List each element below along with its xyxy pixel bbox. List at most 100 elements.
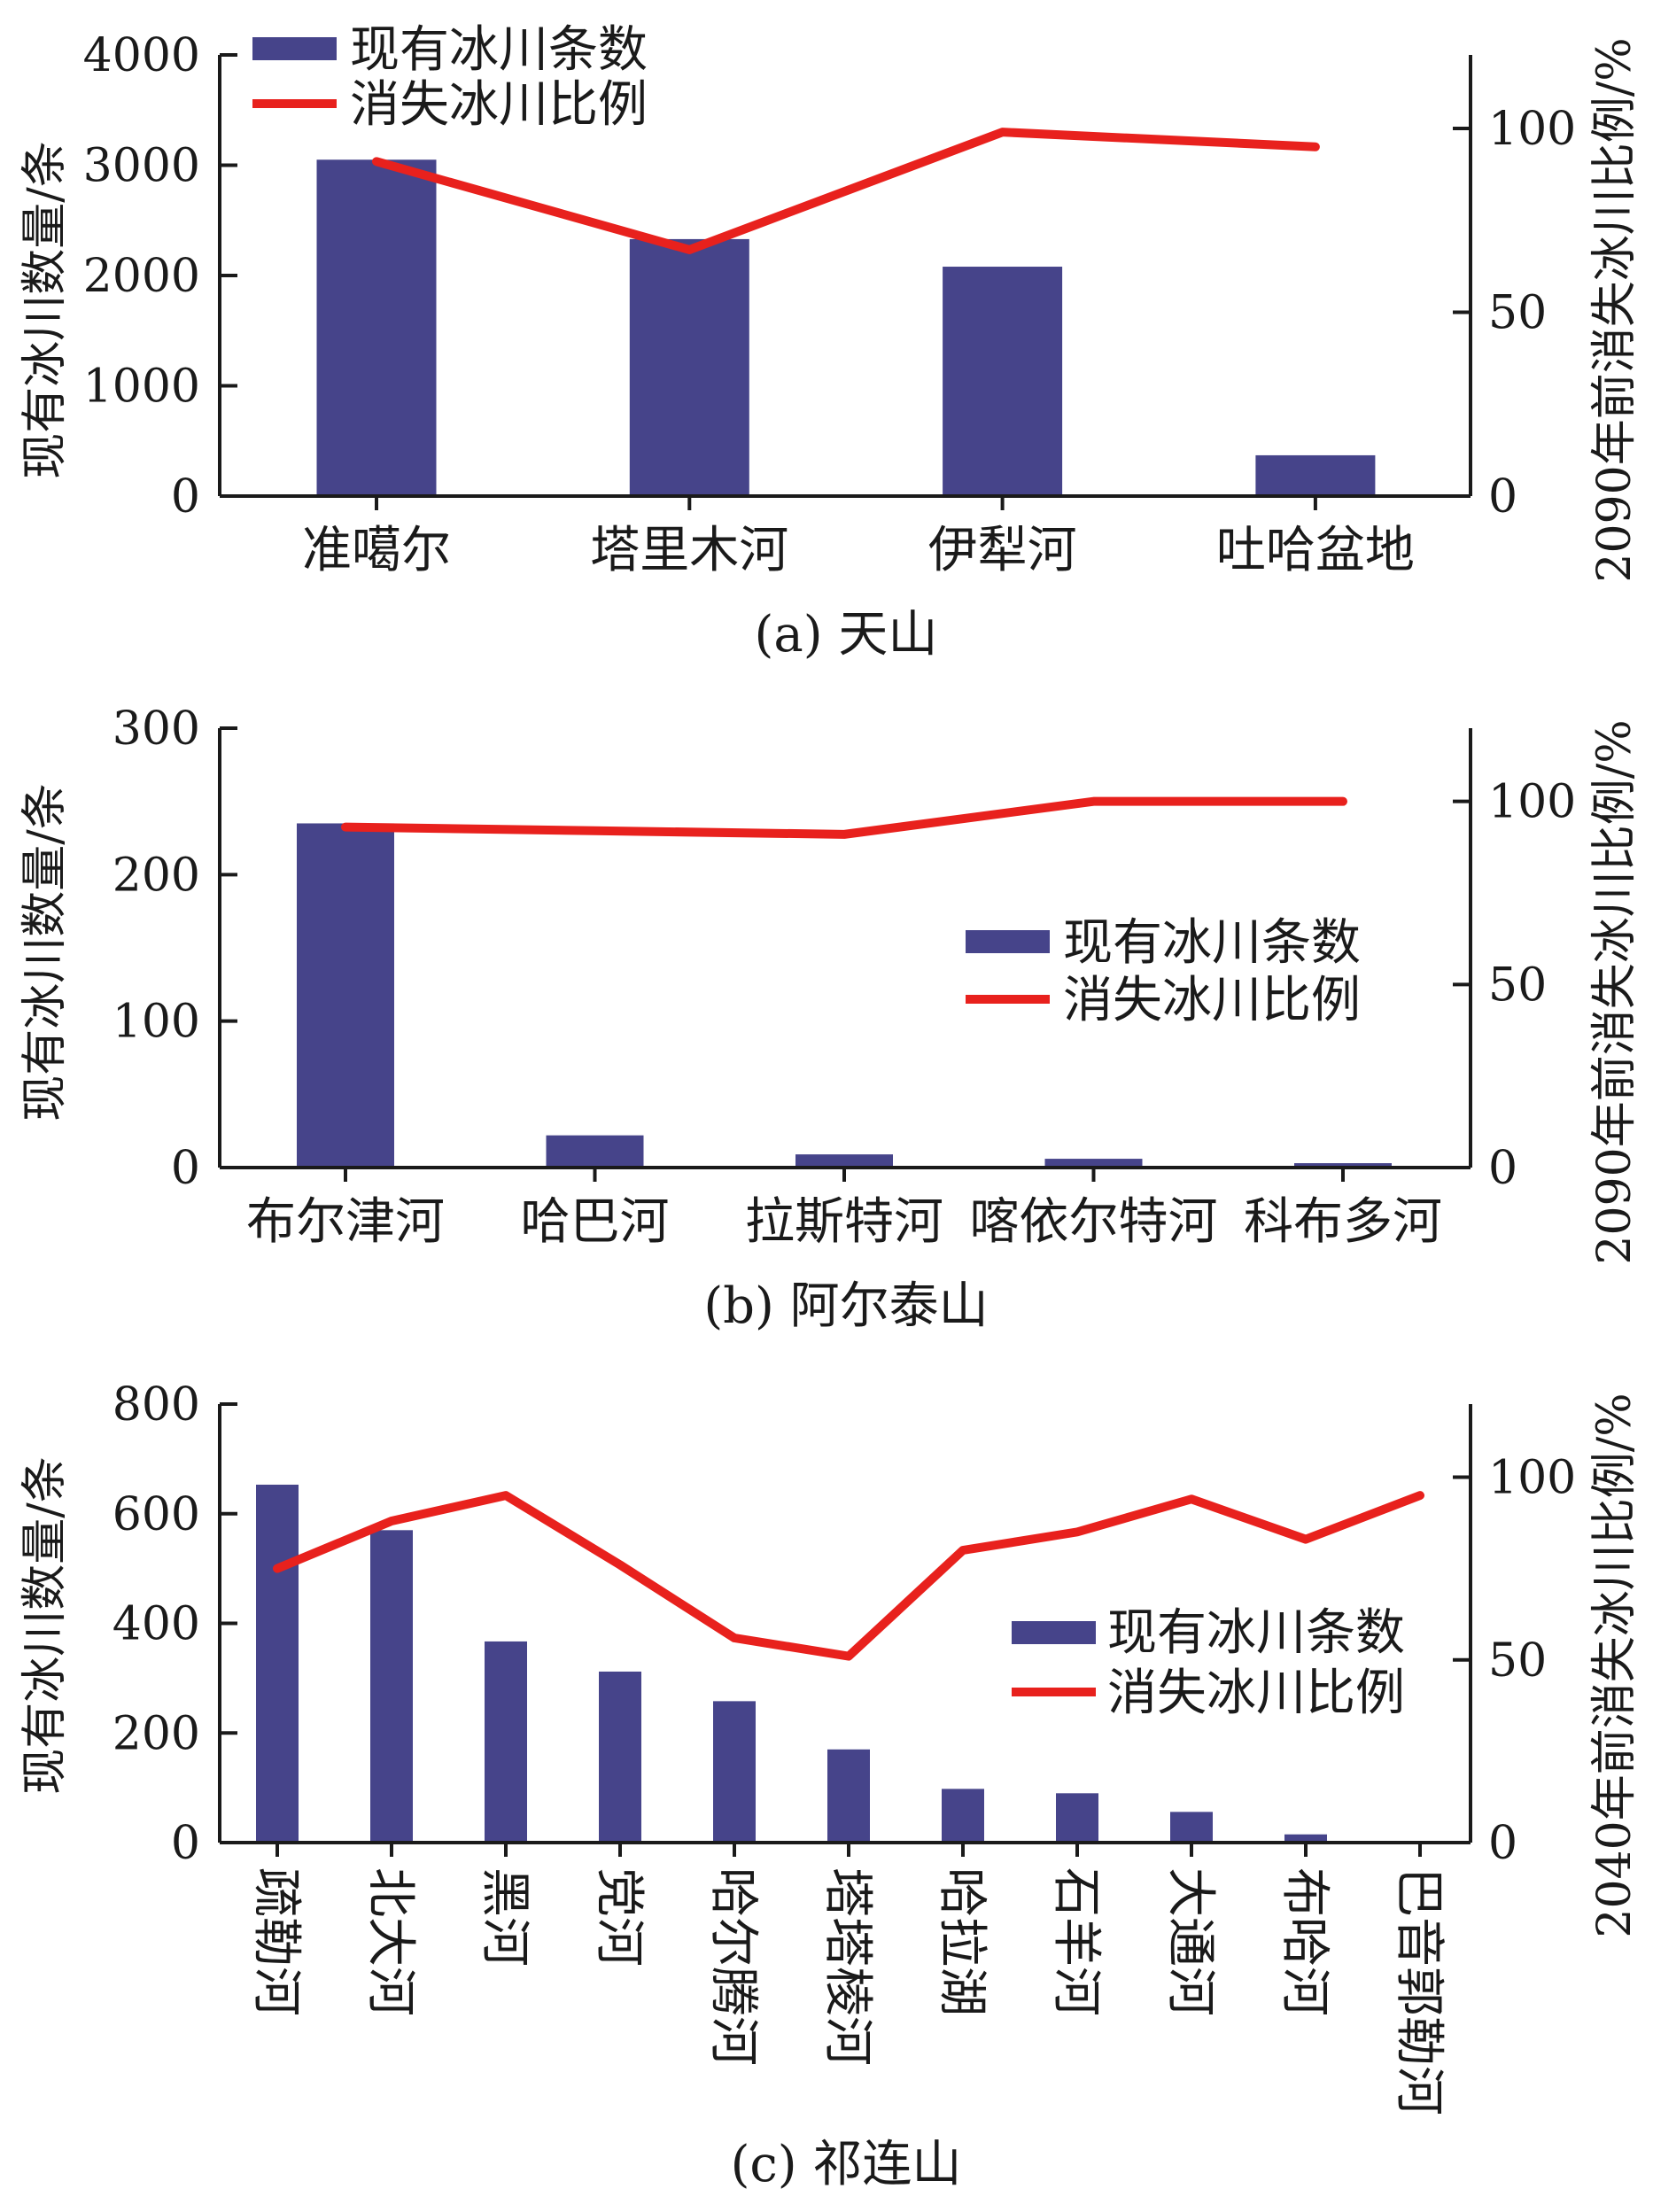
right-ticks-c: 0 50 100 [1453, 1452, 1576, 1870]
category-label: 准噶尔 [302, 522, 451, 579]
line-points-c [276, 1494, 1421, 1657]
right-tick-label: 100 [1488, 103, 1576, 156]
cat-labels-a: 准噶尔 塔里木河 伊犁河 吐哈盆地 [302, 496, 1415, 579]
line-point [848, 1655, 850, 1657]
bar [485, 1641, 527, 1843]
bar [629, 238, 749, 496]
legend-bar-swatch-a [252, 37, 337, 60]
left-tick-label: 0 [171, 470, 200, 524]
left-tick-label: 600 [113, 1488, 200, 1541]
series-line-b [341, 796, 1347, 839]
line-point [1305, 1538, 1307, 1541]
y-label-right-c: 2040年前消失冰川比例/% [1588, 1393, 1641, 1937]
category-label: 巴音郭勒河 [1390, 1867, 1447, 2115]
left-ticks-b: 0 100 200 300 [113, 702, 237, 1195]
line-points-a [376, 131, 1316, 251]
right-tick-label: 100 [1488, 1452, 1576, 1505]
line-point [688, 248, 691, 251]
line-point [1342, 800, 1344, 803]
line-point [1001, 131, 1004, 134]
bars-a [316, 159, 1376, 496]
legend-bar-label-a: 现有冰川条数 [350, 21, 648, 79]
legend-bar-label-c: 现有冰川条数 [1107, 1604, 1405, 1662]
category-label: 伊犁河 [928, 522, 1077, 579]
line-point [1092, 800, 1095, 803]
right-ticks-a: 0 50 100 [1453, 103, 1576, 524]
legend-b: 现有冰川条数 消失冰川比例 [966, 914, 1361, 1029]
category-label: 哈尔腾河 [704, 1867, 762, 2066]
line-point [1076, 1531, 1078, 1533]
left-tick-label: 0 [171, 1142, 200, 1195]
line-point [1191, 1498, 1192, 1501]
bar [1284, 1834, 1327, 1843]
line-point [391, 1520, 392, 1522]
bar [795, 1154, 893, 1168]
y-label-left-b: 现有冰川数量/条 [19, 783, 72, 1122]
right-tick-label: 100 [1488, 776, 1576, 829]
bars-b [297, 823, 1392, 1168]
category-label: 布尔津河 [246, 1193, 445, 1251]
caption-c: (c) 祁连山 [731, 2136, 962, 2193]
legend-line-label-a: 消失冰川比例 [350, 76, 648, 134]
category-label: 哈拉湖 [933, 1867, 990, 2016]
bar [546, 1135, 644, 1168]
legend-bar-label-b: 现有冰川条数 [1063, 914, 1361, 972]
y-label-right-b: 2090年前消失冰川比例/% [1588, 719, 1641, 1264]
category-label: 塔塔棱河 [819, 1867, 876, 2066]
left-ticks-a: 0 1000 2000 3000 4000 [83, 29, 237, 524]
bar [256, 1484, 299, 1843]
left-tick-label: 800 [113, 1378, 200, 1432]
left-ticks-c: 0 200 400 600 800 [113, 1378, 237, 1870]
chart-panel-c: 疏勒河 北大河 黑河 党河 哈尔腾河 塔塔棱河 哈拉湖 石羊河 大通河 布哈河 巴音郭勒河 0 200… [19, 1378, 1641, 2193]
line-point [1314, 145, 1316, 148]
line-point [505, 1494, 507, 1497]
bar [297, 823, 394, 1168]
category-label: 布哈河 [1276, 1867, 1333, 2016]
left-tick-label: 100 [113, 996, 200, 1049]
bars-c [256, 1484, 1327, 1843]
y-label-right-a: 2090年前消失冰川比例/% [1588, 37, 1641, 582]
line-points-b [345, 800, 1344, 835]
bar [370, 1530, 413, 1843]
category-label: 北大河 [361, 1867, 419, 2016]
legend-bar-swatch-c [1012, 1621, 1096, 1644]
line-point [1419, 1494, 1421, 1497]
series-line-a [372, 128, 1320, 254]
legend-c: 现有冰川条数 消失冰川比例 [1012, 1604, 1405, 1722]
category-label: 黑河 [476, 1867, 533, 1967]
caption-a: (a) 天山 [755, 606, 938, 664]
legend-line-label-c: 消失冰川比例 [1107, 1665, 1405, 1722]
line-point [843, 833, 845, 835]
category-label: 科布多河 [1244, 1193, 1442, 1251]
left-tick-label: 300 [113, 702, 200, 756]
cat-labels-c: 疏勒河 北大河 黑河 党河 哈尔腾河 塔塔棱河 哈拉湖 石羊河 大通河 布哈河 巴音郭勒河 [247, 1843, 1447, 2115]
right-tick-label: 50 [1488, 1634, 1547, 1688]
right-tick-label: 0 [1488, 1817, 1517, 1870]
left-tick-label: 1000 [83, 361, 200, 414]
category-label: 塔里木河 [590, 522, 788, 579]
y-label-left-a: 现有冰川数量/条 [19, 141, 72, 479]
bar [713, 1701, 756, 1843]
bar [316, 159, 437, 496]
right-tick-label: 50 [1488, 959, 1547, 1012]
right-tick-label: 50 [1488, 287, 1547, 340]
right-tick-label: 0 [1488, 1142, 1517, 1195]
left-tick-label: 3000 [83, 140, 200, 193]
line-point [733, 1637, 735, 1639]
category-label: 拉斯特河 [745, 1193, 943, 1251]
category-label: 喀依尔特河 [970, 1193, 1218, 1251]
cat-labels-b: 布尔津河 哈巴河 拉斯特河 喀依尔特河 科布多河 [246, 1168, 1442, 1251]
category-label: 党河 [590, 1867, 648, 1967]
legend-line-label-b: 消失冰川比例 [1063, 972, 1361, 1029]
bar [599, 1671, 641, 1843]
line-point [376, 160, 377, 163]
left-tick-label: 400 [113, 1598, 200, 1651]
line-point [345, 826, 346, 828]
bar [827, 1749, 870, 1843]
line-point [276, 1567, 278, 1570]
bar [942, 1789, 984, 1843]
left-tick-label: 2000 [83, 250, 200, 303]
caption-b: (b) 阿尔泰山 [703, 1277, 988, 1335]
